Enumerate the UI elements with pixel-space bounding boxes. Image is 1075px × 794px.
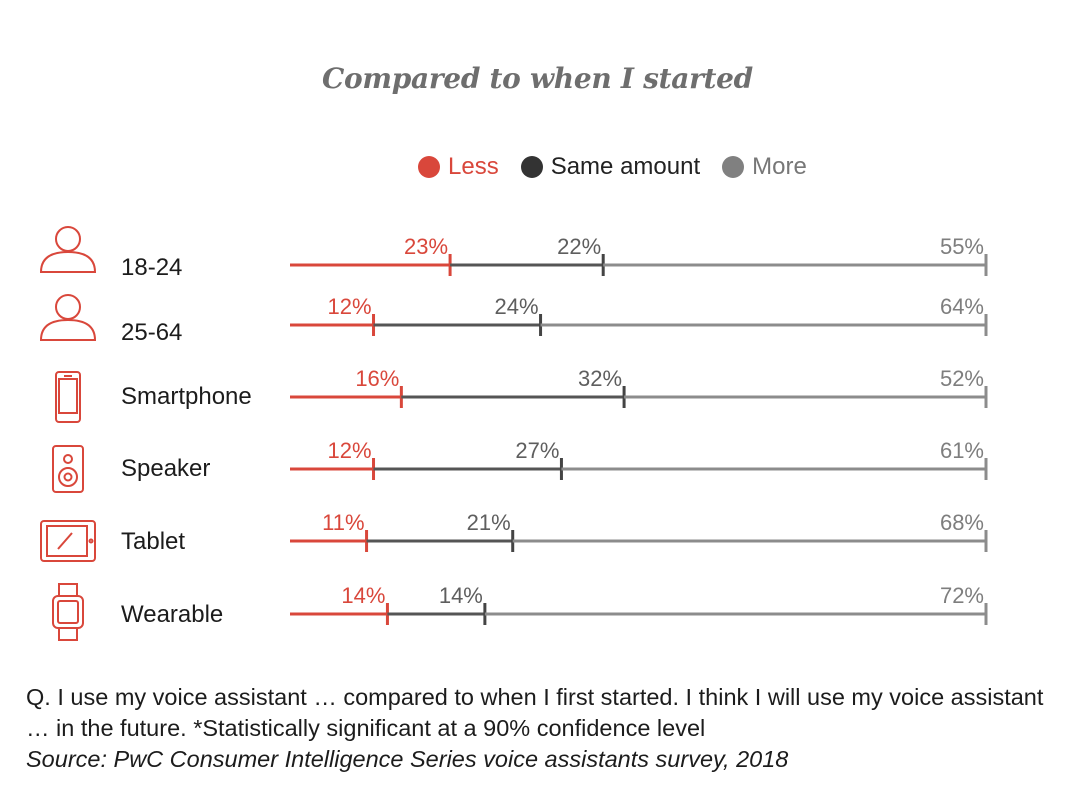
tablet-icon [40,520,96,562]
legend-label: Less [448,153,499,180]
category-label: 25-64 [121,319,182,346]
data-label: 14% [341,583,385,608]
category-label: Smartphone [121,383,252,410]
data-label: 23% [404,234,448,259]
watch-icon [52,583,84,641]
data-label: 12% [327,294,371,319]
person-body [39,318,97,341]
tablet-screen [46,525,88,557]
speaker-cone [63,472,73,482]
footnote-question: Q. I use my voice assistant … compared t… [26,684,1044,741]
data-label: 32% [578,366,622,391]
data-label: 55% [940,234,984,259]
watch-strap-top [58,583,78,596]
data-label: 22% [557,234,601,259]
speaker-woofer [58,467,78,487]
data-label: 72% [940,583,984,608]
category-label: Wearable [121,601,223,628]
data-label: 14% [439,583,483,608]
legend-item-less: Less [418,153,499,181]
chart-title: Compared to when I started [322,62,753,95]
speaker-body [52,445,84,493]
speaker-icon [52,445,84,493]
data-label: 61% [940,438,984,463]
data-label: 11% [322,510,364,535]
smartphone-icon [55,371,81,423]
legend-swatch [722,156,745,178]
tablet-glare [57,532,73,550]
tablet-button [88,538,94,544]
data-label: 64% [940,294,984,319]
person-body [39,250,97,273]
chart-plot: 18-24 23% 22% 55% 25-64 12% 24% 64% Smartphone 16… [39,226,988,641]
category-label: Tablet [121,528,185,555]
person-head [55,294,81,320]
watch-strap-bottom [58,628,78,641]
category-label: 18-24 [121,254,182,281]
data-label: 68% [940,510,984,535]
legend-swatch [520,156,543,178]
data-label: 24% [495,294,539,319]
legend: Less Same amount More [418,150,829,184]
data-label: 16% [355,366,399,391]
footnote-source: Source: PwC Consumer Intelligence Series… [26,746,789,772]
watch-case [52,595,84,629]
watch-face [57,600,79,624]
data-label: 12% [327,438,371,463]
person-icon [39,226,97,273]
legend-item-more: More [722,153,807,181]
tablet-body [40,520,96,562]
legend-label: More [752,153,807,180]
data-label: 52% [940,366,984,391]
phone-screen [58,378,78,414]
legend-label: Same amount [550,153,701,180]
person-head [55,226,81,252]
data-label: 21% [467,510,511,535]
person-icon [39,294,97,341]
category-label: Speaker [121,455,210,482]
speaker-tweeter [63,454,73,464]
footnote: Q. I use my voice assistant … compared t… [26,682,1066,775]
legend-swatch [418,156,440,178]
data-label: 27% [515,438,559,463]
phone-body [55,371,81,423]
legend-item-same-amount: Same amount [520,153,701,181]
